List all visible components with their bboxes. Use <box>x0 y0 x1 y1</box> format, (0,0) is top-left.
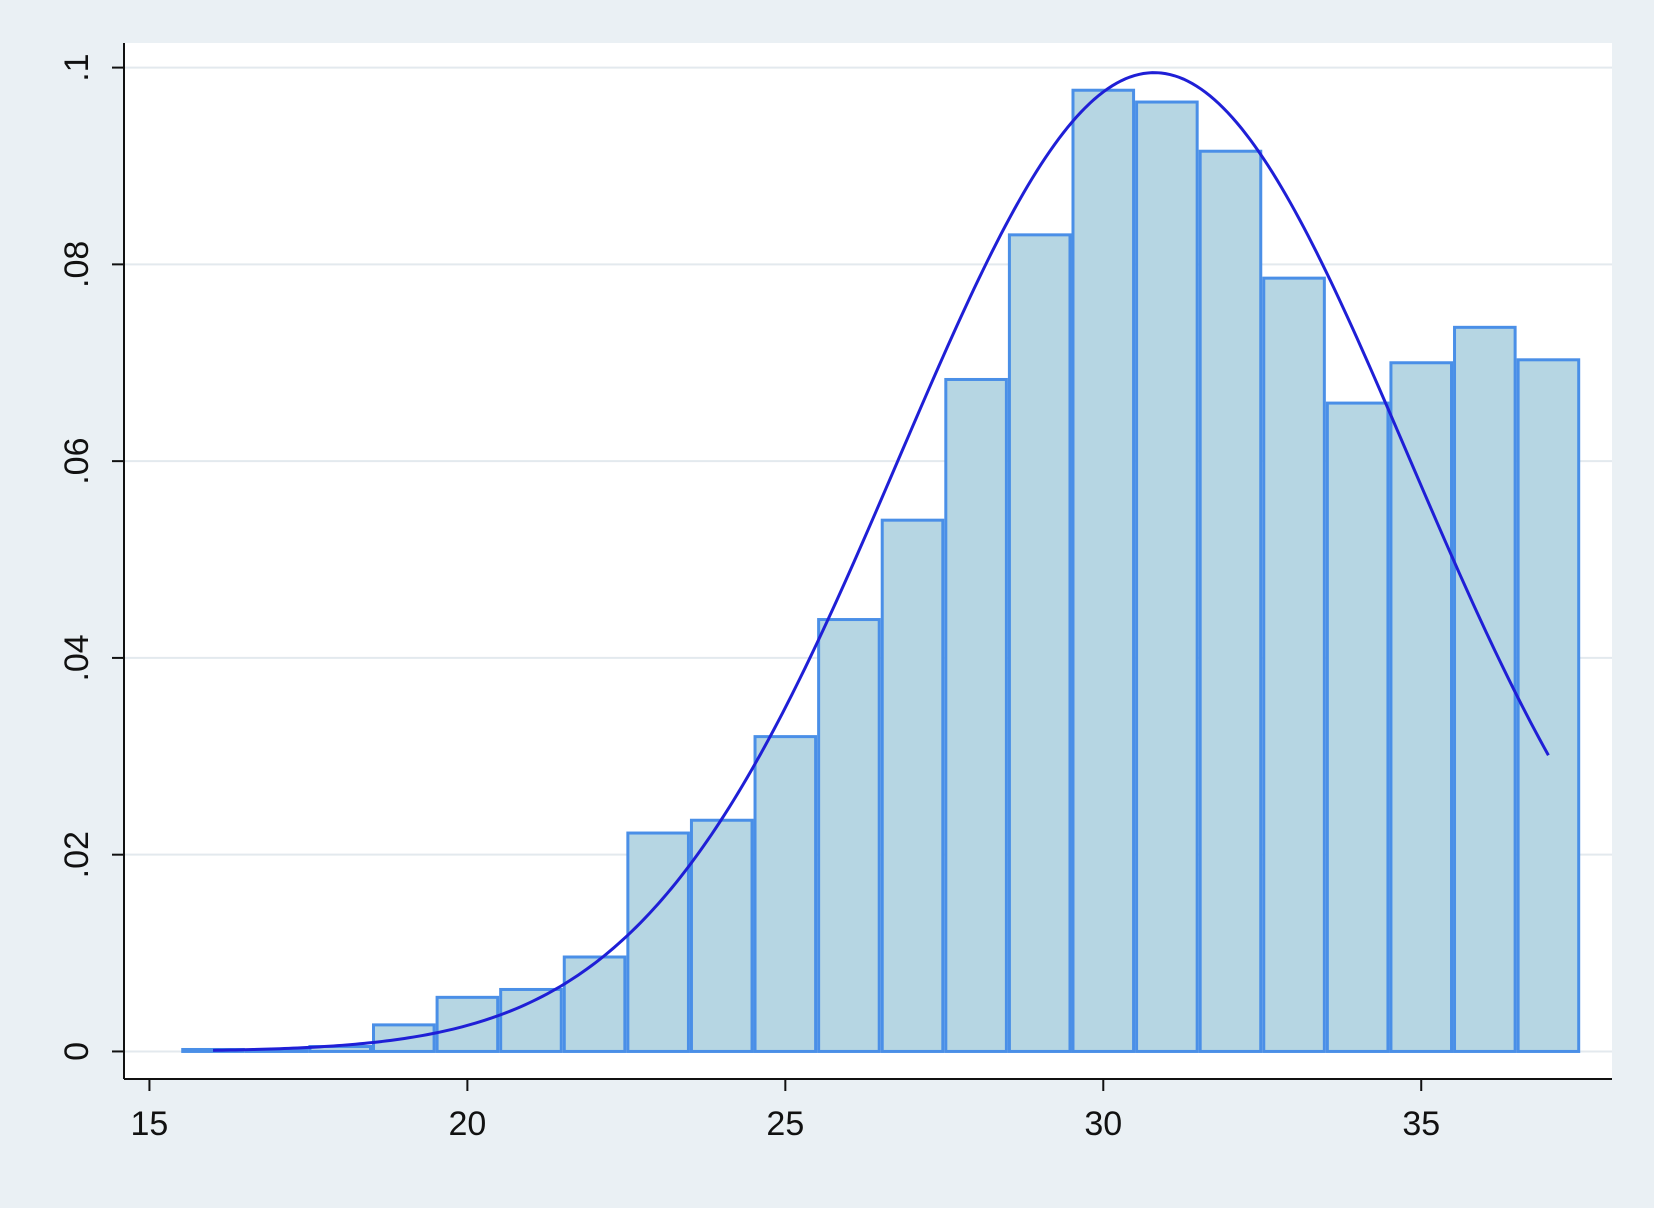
histogram-bar <box>499 987 563 1053</box>
y-tick-label: .04 <box>58 634 96 681</box>
histogram-bar <box>626 831 690 1053</box>
y-tick-label: .1 <box>58 53 96 81</box>
histogram-bar <box>1516 358 1581 1053</box>
histogram-bar <box>1007 233 1072 1053</box>
y-tick-label: .02 <box>58 831 96 878</box>
histogram-bar <box>1198 149 1263 1053</box>
histogram-bar <box>1453 325 1517 1053</box>
histogram-bar <box>372 1023 436 1053</box>
histogram-bar <box>817 618 881 1053</box>
density-curve <box>213 71 1550 1052</box>
x-tick-label: 25 <box>766 1105 804 1143</box>
histogram-bar <box>1071 88 1136 1053</box>
histogram-bar <box>562 955 627 1053</box>
x-tick-label: 20 <box>448 1105 486 1143</box>
y-tick-label: 0 <box>58 1042 96 1061</box>
axes: 0 .02 .04 .06 .08 .1 15 20 25 30 35 <box>58 43 1612 1143</box>
histogram-bar <box>753 735 818 1053</box>
x-tick-label: 15 <box>131 1105 169 1143</box>
y-tick-label: .08 <box>58 241 96 288</box>
histogram-bar <box>1389 361 1454 1053</box>
y-tick-label: .06 <box>58 438 96 485</box>
histogram-bar <box>944 377 1008 1053</box>
histogram-bar <box>1325 401 1390 1053</box>
histogram-bar <box>1262 276 1326 1053</box>
histogram-bar <box>689 818 754 1053</box>
density-curve-layer <box>213 71 1550 1052</box>
x-tick-label: 35 <box>1402 1105 1440 1143</box>
histogram-bar <box>1135 100 1199 1053</box>
histogram-bar <box>880 518 945 1053</box>
x-tick-label: 30 <box>1084 1105 1122 1143</box>
